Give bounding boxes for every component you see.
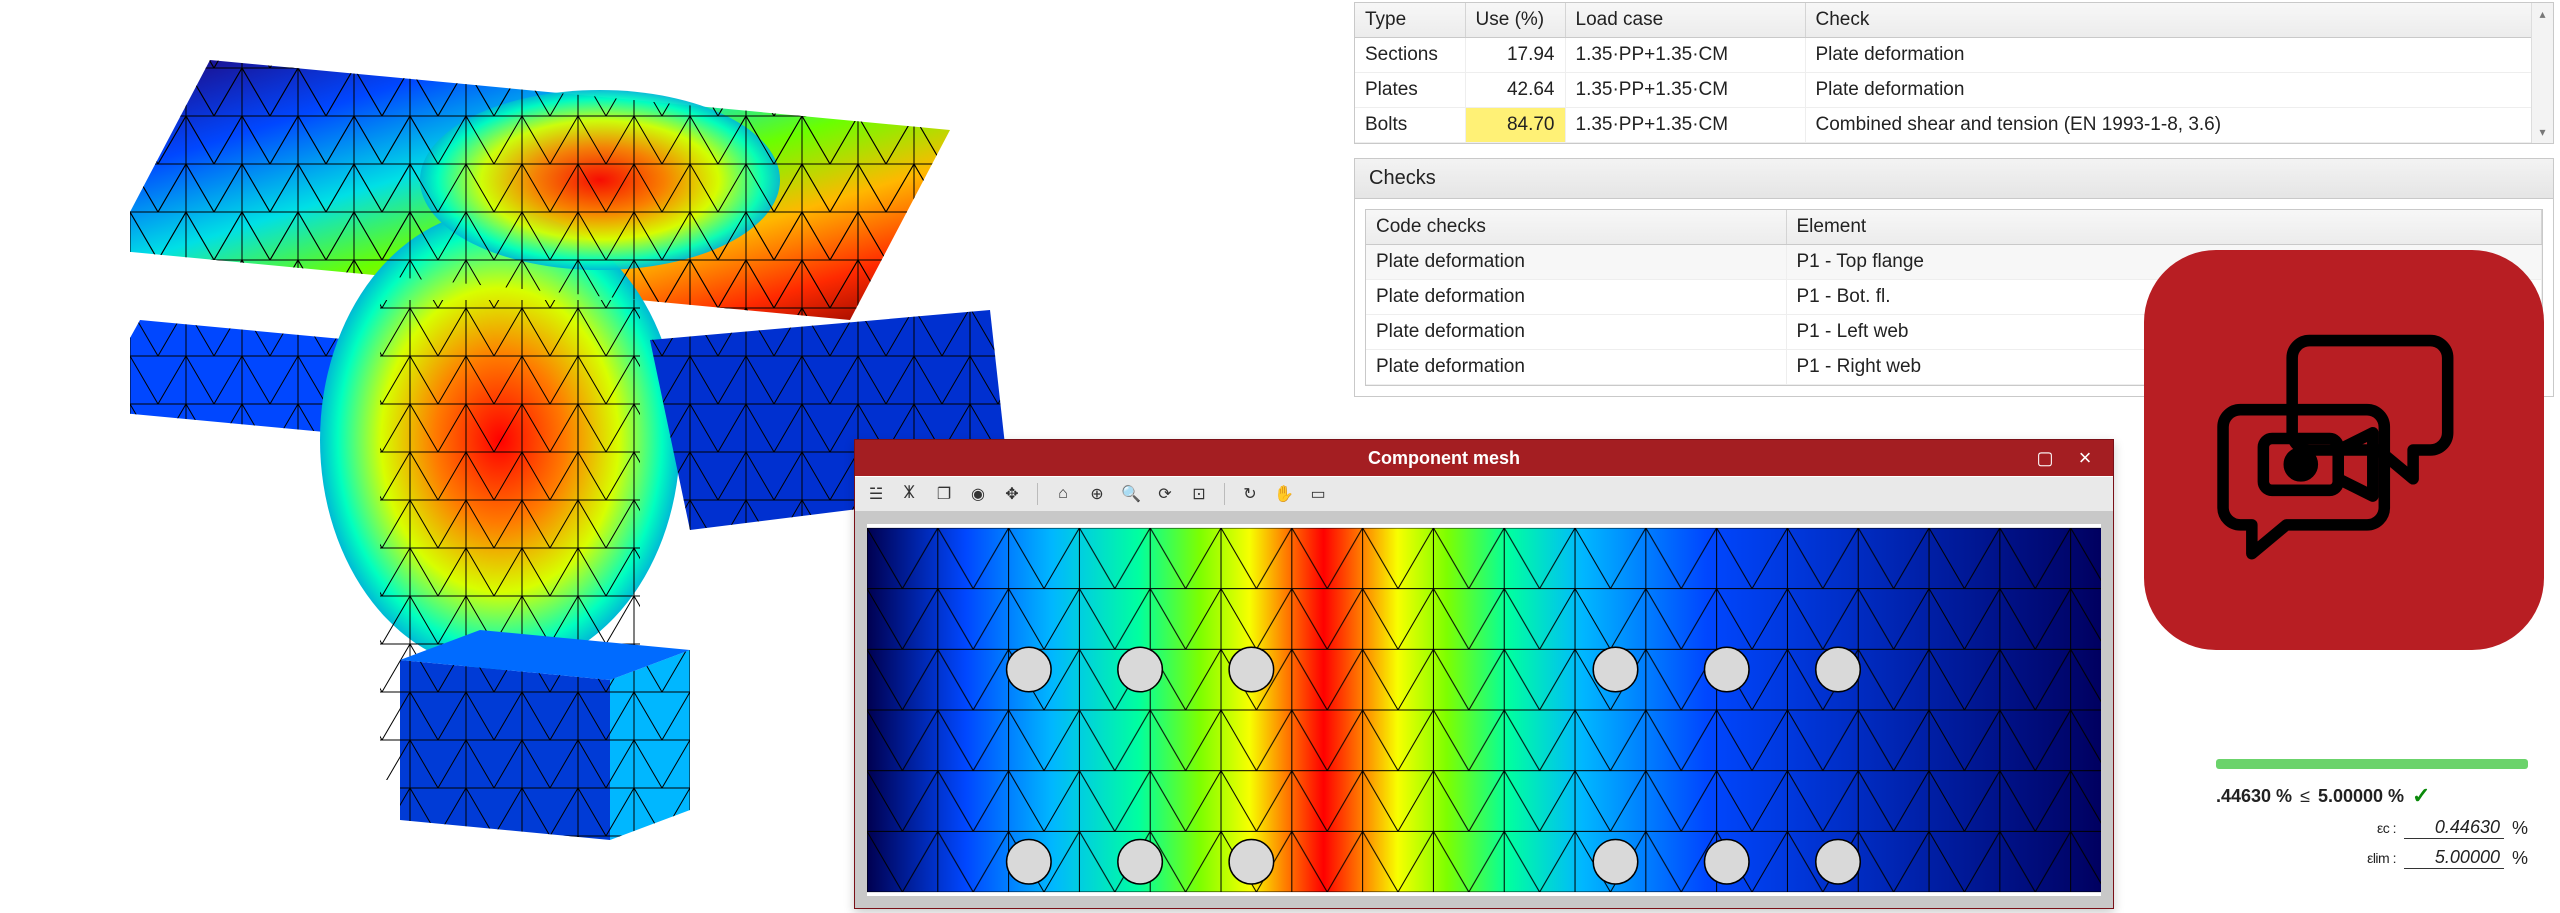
- window-titlebar[interactable]: Component mesh ▢ ×: [855, 440, 2113, 476]
- checks-panel-title: Checks: [1354, 158, 2554, 199]
- rotate-icon[interactable]: ⟳: [1152, 481, 1178, 507]
- mesh-viewport[interactable]: [855, 512, 2113, 908]
- table-row[interactable]: Sections 17.94 1.35·PP+1.35·CM Plate def…: [1355, 38, 2553, 73]
- eps-lim-value: 5.00000: [2404, 847, 2504, 869]
- zoom-window-icon[interactable]: ⊡: [1186, 481, 1212, 507]
- window-title: Component mesh: [863, 448, 2025, 469]
- col-element[interactable]: Element: [1786, 210, 2542, 245]
- col-check[interactable]: Check: [1805, 3, 2553, 38]
- result-eps: .44630 %: [2216, 786, 2292, 807]
- select-icon[interactable]: ▭: [1305, 481, 1331, 507]
- mesh-toolbar: ☱ 𐊌 ❐ ◉ ✥ ⌂ ⊕ 🔍 ⟳ ⊡ ↻ ✋ ▭: [855, 476, 2113, 512]
- col-use[interactable]: Use (%): [1465, 3, 1565, 38]
- table-row[interactable]: Bolts 84.70 1.35·PP+1.35·CM Combined she…: [1355, 108, 2553, 143]
- window-maximize-button[interactable]: ▢: [2025, 448, 2065, 469]
- col-load[interactable]: Load case: [1565, 3, 1805, 38]
- status-bar-ok: [2216, 759, 2528, 769]
- summary-table[interactable]: Type Use (%) Load case Check Sections 17…: [1354, 2, 2554, 144]
- layers-icon[interactable]: ☱: [863, 481, 889, 507]
- eps-lim-label: εlim :: [2367, 850, 2396, 866]
- pan-icon[interactable]: ✋: [1271, 481, 1297, 507]
- home-icon[interactable]: ⌂: [1050, 481, 1076, 507]
- eps-c-value: 0.44630: [2404, 817, 2504, 839]
- component-mesh-window[interactable]: Component mesh ▢ × ☱ 𐊌 ❐ ◉ ✥ ⌂ ⊕ 🔍 ⟳ ⊡ ↻…: [854, 439, 2114, 909]
- person-icon[interactable]: 𐊌: [897, 481, 923, 507]
- col-type[interactable]: Type: [1355, 3, 1465, 38]
- zoom-extent-icon[interactable]: ⊕: [1084, 481, 1110, 507]
- scrollbar[interactable]: ▴▾: [2531, 3, 2553, 143]
- eye-icon[interactable]: ◉: [965, 481, 991, 507]
- toolbar-sep: [1037, 483, 1038, 505]
- video-chat-icon: [2200, 306, 2488, 594]
- table-row[interactable]: Plates 42.64 1.35·PP+1.35·CM Plate defor…: [1355, 73, 2553, 108]
- col-codechecks[interactable]: Code checks: [1366, 210, 1786, 245]
- check-ok-icon: ✓: [2412, 783, 2430, 809]
- mesh-plate-svg: [867, 524, 2101, 896]
- cube-icon[interactable]: ❐: [931, 481, 957, 507]
- toolbar-sep: [1224, 483, 1225, 505]
- result-limit: 5.00000 %: [2318, 786, 2404, 807]
- refresh-icon[interactable]: ↻: [1237, 481, 1263, 507]
- snap-icon[interactable]: ✥: [999, 481, 1025, 507]
- results-summary: .44630 % ≤ 5.00000 % ✓ εc : 0.44630 % εl…: [2202, 749, 2542, 887]
- zoom-icon[interactable]: 🔍: [1118, 481, 1144, 507]
- video-app-badge[interactable]: [2144, 250, 2544, 650]
- eps-c-label: εc :: [2377, 820, 2396, 836]
- window-close-button[interactable]: ×: [2065, 445, 2105, 471]
